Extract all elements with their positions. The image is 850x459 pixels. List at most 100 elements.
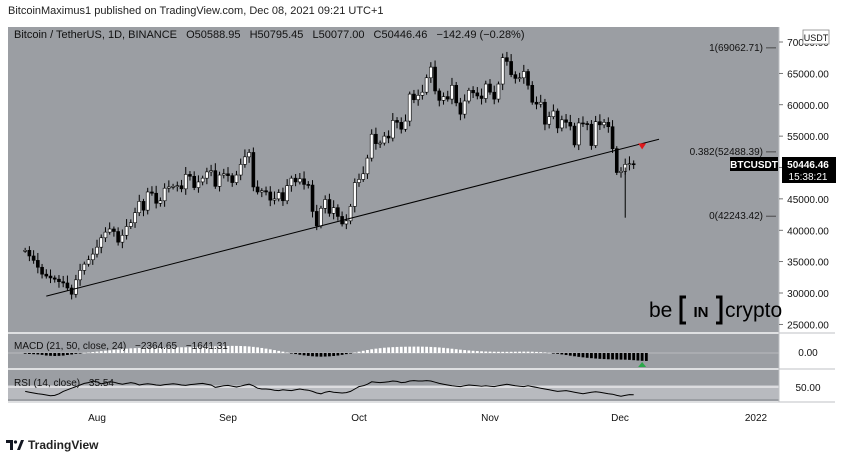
candle (530, 84, 535, 103)
macd-bar (349, 353, 352, 354)
candle (82, 263, 87, 271)
macd-bar (32, 353, 36, 355)
candle (509, 61, 513, 75)
candle (336, 207, 340, 217)
macd-bar (142, 347, 145, 353)
candle (175, 185, 180, 187)
candle (378, 142, 382, 145)
candle (31, 255, 36, 261)
tradingview-logo-icon (6, 440, 24, 450)
macd-bar (239, 346, 243, 353)
last-price-box (782, 157, 836, 183)
macd-bar (268, 349, 272, 353)
macd-bar (209, 346, 213, 353)
macd-bar (57, 353, 61, 356)
macd-bar (437, 347, 441, 353)
macd-bar (289, 353, 293, 354)
candle (467, 90, 471, 102)
macd-bar (513, 351, 517, 353)
candle (99, 237, 104, 248)
watermark-be: be (649, 299, 672, 322)
price-axis-ticks: 25000.00 30000.00 35000.00 40000.00 45000.00… (779, 38, 829, 331)
candle (412, 93, 416, 101)
macd-bar (581, 353, 585, 358)
candle (137, 201, 142, 213)
main-panel[interactable] (8, 27, 779, 332)
time-tick-label: Dec (611, 413, 629, 424)
candle (124, 226, 129, 236)
macd-bar (370, 349, 374, 353)
ascending-support-line[interactable] (46, 138, 660, 297)
macd-bar (459, 349, 462, 353)
candle (52, 277, 57, 280)
macd-bar (154, 347, 158, 353)
macd-bar (180, 347, 183, 353)
time-tick-label: Oct (351, 413, 367, 424)
macd-bar (640, 353, 644, 361)
candle (488, 83, 492, 93)
candle (183, 174, 188, 190)
candle (289, 177, 294, 186)
time-tick-label: 2022 (745, 413, 768, 424)
footer-brand[interactable]: TradingView (28, 438, 99, 452)
currency-badge[interactable] (802, 29, 830, 45)
candle (302, 178, 306, 185)
candle (462, 100, 467, 115)
macd-bar (505, 351, 509, 353)
candle (141, 201, 146, 211)
candle (479, 95, 484, 99)
macd-bar (201, 346, 205, 353)
candle (522, 71, 526, 79)
macd-bar (74, 353, 78, 354)
price-tick-label: 60000.00 (787, 101, 829, 112)
macd-bar (450, 348, 454, 353)
macd-bar (344, 353, 348, 355)
candle (40, 266, 44, 275)
macd-bar (518, 351, 521, 353)
candle (264, 190, 268, 193)
candle (120, 234, 125, 243)
macd-bar (636, 353, 640, 361)
macd-bar (167, 347, 171, 353)
beincrypto-watermark: be IN crypto (649, 295, 782, 325)
price-tick-label: 65000.00 (787, 69, 829, 80)
macd-bar (492, 351, 496, 353)
candle (568, 122, 573, 127)
time-axis-ticks: Aug Sep Oct Nov Dec 2022 (88, 413, 767, 424)
candle (116, 231, 120, 243)
macd-bar (163, 347, 167, 353)
macd-bar (509, 351, 513, 353)
candle (154, 192, 158, 204)
fib-label: 0(42243.42) (709, 211, 763, 222)
candle (306, 184, 311, 186)
candle (475, 92, 480, 97)
last-price-countdown: 15:38:21 (789, 172, 828, 183)
macd-cross-marker (638, 362, 647, 367)
candle (61, 281, 65, 284)
macd-bar (619, 353, 623, 360)
macd-bar (632, 353, 636, 361)
candle (86, 259, 91, 265)
macd-bar (585, 353, 589, 358)
candle (344, 220, 349, 225)
candle (547, 116, 551, 125)
macd-bar (530, 351, 534, 353)
candle (255, 186, 260, 193)
candle (293, 177, 298, 183)
macd-bar (471, 350, 475, 353)
macd-bar (281, 351, 285, 353)
candle (205, 171, 209, 179)
candle (505, 57, 509, 62)
candle (420, 91, 425, 96)
candle (145, 191, 150, 211)
candle (471, 90, 475, 94)
price-chart[interactable]: 1(69062.71) 0.382(52488.39) 0(42243.42) 25… (0, 24, 850, 434)
macd-bar (420, 346, 424, 353)
macd-bar (27, 353, 31, 354)
candle (285, 185, 289, 202)
candle (534, 101, 539, 105)
macd-bar (497, 351, 500, 353)
candle (572, 125, 577, 146)
macd-bar (247, 346, 251, 353)
candle (167, 186, 171, 189)
